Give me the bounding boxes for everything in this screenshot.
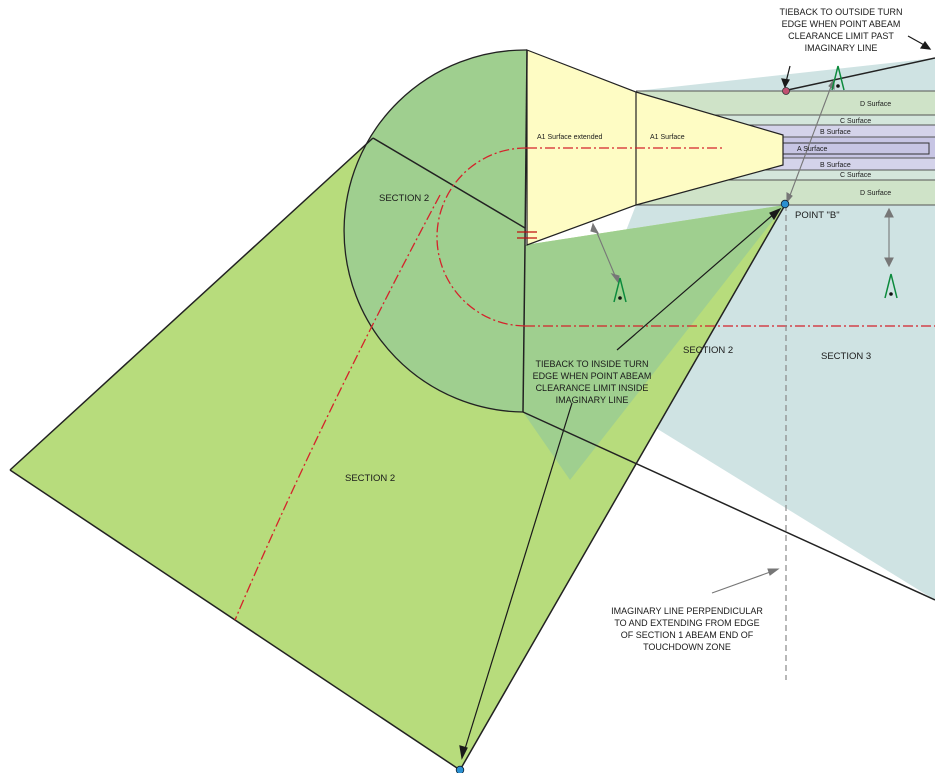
imaginary-line-pointer [711, 568, 780, 594]
note-line: TIEBACK TO INSIDE TURN [535, 359, 648, 369]
outside-turn-note: TIEBACK TO OUTSIDE TURN EDGE WHEN POINT … [779, 7, 902, 53]
point-b-label: POINT "B" [795, 210, 840, 221]
note-line: OF SECTION 1 ABEAM END OF [621, 630, 754, 640]
a-surface-label: A Surface [797, 146, 827, 153]
inside-turn-note: TIEBACK TO INSIDE TURN EDGE WHEN POINT A… [533, 359, 652, 405]
svg-text:EDGE WHEN POINT ABEAM: EDGE WHEN POINT ABEAM [533, 371, 652, 381]
section3-label: SECTION 3 [821, 351, 871, 362]
b-surface-top-label: B Surface [820, 129, 851, 136]
svg-text:IMAGINARY LINE: IMAGINARY LINE [556, 395, 629, 405]
svg-text:TO AND EXTENDING FROM EDGE: TO AND EXTENDING FROM EDGE [614, 618, 759, 628]
outside-turn-dot [782, 87, 790, 95]
imaginary-line-note: IMAGINARY LINE PERPENDICULAR TO AND EXTE… [611, 606, 763, 652]
svg-text:IMAGINARY LINE PERPENDICULAR: IMAGINARY LINE PERPENDICULAR [611, 606, 763, 616]
svg-text:CLEARANCE LIMIT INSIDE: CLEARANCE LIMIT INSIDE [536, 383, 649, 393]
c-surface-bottom-band [700, 170, 935, 180]
note-line: EDGE WHEN POINT ABEAM [533, 371, 652, 381]
red-centerlines [234, 147, 935, 621]
a1-extended-label: A1 Surface extended [537, 134, 602, 141]
note-line: TOUCHDOWN ZONE [643, 642, 731, 652]
note-line: TO AND EXTENDING FROM EDGE [614, 618, 759, 628]
point-b-dot [780, 199, 790, 209]
svg-text:TIEBACK TO INSIDE TURN: TIEBACK TO INSIDE TURN [535, 359, 648, 369]
note-line: TIEBACK TO OUTSIDE TURN [779, 7, 902, 17]
b-surface-bottom-label: B Surface [820, 162, 851, 169]
a1-label: A1 Surface [650, 134, 685, 141]
center-tick-marks [517, 231, 537, 239]
marker-icon [831, 65, 845, 91]
marker-icon [884, 273, 898, 299]
note-line: IMAGINARY LINE PERPENDICULAR [611, 606, 763, 616]
note-line: CLEARANCE LIMIT INSIDE [536, 383, 649, 393]
bottom-endpoint-dot [455, 765, 465, 773]
note-line: EDGE WHEN POINT ABEAM [782, 19, 901, 29]
note-line: CLEARANCE LIMIT PAST [788, 31, 894, 41]
c-surface-bottom-label: C Surface [840, 172, 871, 179]
circle-outline [343, 49, 528, 413]
green-markers [613, 65, 898, 303]
c-surface-top-label: C Surface [840, 118, 871, 125]
section2-right-label: SECTION 2 [683, 345, 733, 356]
svg-text:CLEARANCE LIMIT PAST: CLEARANCE LIMIT PAST [788, 31, 894, 41]
section2-triangle-area [523, 205, 785, 480]
section2-circle-area [344, 49, 527, 413]
svg-text:TOUCHDOWN ZONE: TOUCHDOWN ZONE [643, 642, 731, 652]
section2-bottom-label: SECTION 2 [345, 473, 395, 484]
d-surface-bottom-label: D Surface [860, 190, 891, 197]
svg-text:TIEBACK TO OUTSIDE TURN: TIEBACK TO OUTSIDE TURN [779, 7, 902, 17]
svg-text:OF SECTION 1 ABEAM END OF: OF SECTION 1 ABEAM END OF [621, 630, 754, 640]
note-line: IMAGINARY LINE [805, 43, 878, 53]
clearance-arrows [590, 78, 894, 284]
marker-icon [613, 277, 627, 303]
c-surface-top-band [680, 115, 935, 125]
tieback-arrows [459, 35, 932, 760]
svg-text:IMAGINARY LINE: IMAGINARY LINE [805, 43, 878, 53]
svg-text:EDGE WHEN POINT ABEAM: EDGE WHEN POINT ABEAM [782, 19, 901, 29]
section2-top-label: SECTION 2 [379, 193, 429, 204]
note-line: IMAGINARY LINE [556, 395, 629, 405]
d-surface-top-label: D Surface [860, 101, 891, 108]
